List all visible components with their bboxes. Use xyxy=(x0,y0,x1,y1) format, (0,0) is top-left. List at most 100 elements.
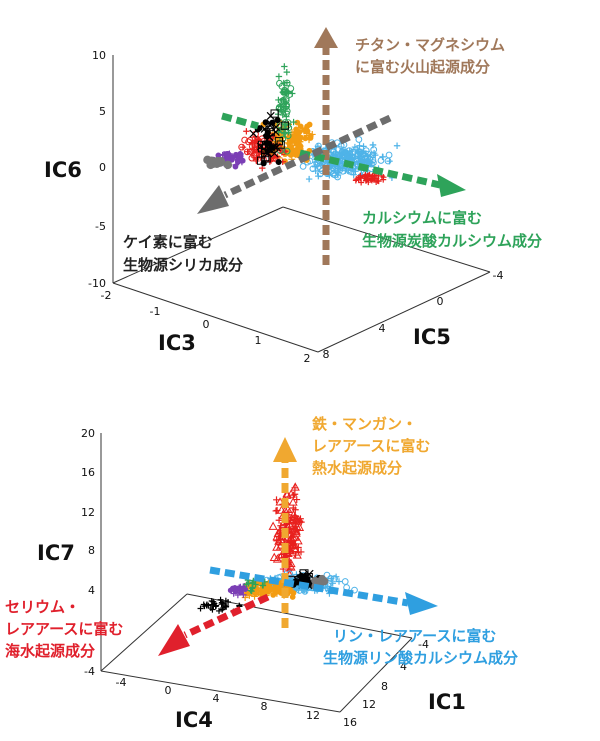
bottom-x-tick: -4 xyxy=(116,676,127,689)
scatter-point xyxy=(369,141,377,149)
scatter-point xyxy=(223,603,230,610)
bottom-y-ticks: -4 4 8 12 16 xyxy=(343,638,429,729)
bottom-y-tick: 4 xyxy=(400,660,407,673)
scatter-point xyxy=(285,129,292,136)
scatter-point xyxy=(349,154,357,162)
scatter-point xyxy=(203,601,210,608)
scatter-point xyxy=(249,129,258,138)
scatter-point xyxy=(230,590,237,597)
top-z-tick: 0 xyxy=(99,161,106,174)
scatter-point xyxy=(229,585,236,592)
scatter-point xyxy=(274,536,284,545)
scatter-point xyxy=(297,123,304,130)
scatter-point xyxy=(305,175,313,183)
top-y-tick: 4 xyxy=(379,322,386,335)
scatter-point xyxy=(211,157,221,167)
scatter-point xyxy=(215,152,222,159)
scatter-point xyxy=(367,160,375,168)
scatter-point xyxy=(270,154,277,161)
scatter-point xyxy=(289,90,296,97)
scatter-point xyxy=(299,163,307,170)
scatter-point xyxy=(249,585,256,592)
top-x-tick: 0 xyxy=(203,318,210,331)
top-component-arrows xyxy=(197,27,466,265)
scatter-point xyxy=(263,133,270,140)
scatter-point xyxy=(294,119,301,126)
bottom-x-axis-line xyxy=(100,670,341,713)
scatter-point xyxy=(272,589,279,596)
bottom-z-tick: -4 xyxy=(84,665,95,678)
scatter-point xyxy=(341,578,349,585)
top-y-tick: 0 xyxy=(437,295,444,308)
scatter-point xyxy=(290,590,297,596)
scatter-point xyxy=(268,521,278,530)
top-x-tick: -1 xyxy=(150,305,161,318)
scatter-point xyxy=(217,596,224,603)
scatter-point xyxy=(283,113,290,120)
scatter-point xyxy=(297,548,305,556)
bottom-label-hydrothermal: 鉄・マンガン・ レアアースに富む 熱水起源成分 xyxy=(312,415,436,477)
scatter-point xyxy=(282,125,289,132)
top-arrow-carbonate xyxy=(299,149,466,197)
scatter-point xyxy=(295,134,302,141)
scatter-point xyxy=(252,590,259,597)
scatter-point xyxy=(237,583,244,591)
scatter-point xyxy=(360,143,367,150)
scatter-point xyxy=(279,111,286,119)
scatter-point xyxy=(302,135,309,142)
scatter-point xyxy=(301,126,309,134)
scatter-point xyxy=(292,136,300,144)
scatter-point xyxy=(219,605,226,612)
scatter-point xyxy=(299,573,307,581)
scatter-point xyxy=(369,156,377,164)
scatter-point xyxy=(229,154,236,161)
scatter-point xyxy=(275,73,283,80)
scatter-point xyxy=(357,172,364,179)
scatter-point xyxy=(290,118,297,126)
scatter-point xyxy=(355,136,363,143)
scatter-point xyxy=(275,103,283,111)
top-label-carbonate: カルシウムに富む 生物源炭酸カルシウム成分 xyxy=(362,209,542,250)
bottom-z-axis-title: IC7 xyxy=(37,541,75,565)
scatter-point xyxy=(281,87,289,95)
scatter-point xyxy=(239,143,247,151)
scatter-point xyxy=(306,121,313,128)
scatter-point xyxy=(323,571,331,579)
scatter-point xyxy=(290,130,298,138)
bottom-arrow-seawater xyxy=(158,593,270,656)
top-label-volcanic: チタン・マグネシウム に富む火山起源成分 xyxy=(355,36,510,76)
scatter-point xyxy=(222,597,229,604)
scatter-point xyxy=(379,153,387,161)
scatter-point xyxy=(280,121,289,130)
scatter-point xyxy=(377,157,385,164)
scatter-point xyxy=(286,541,296,550)
top-arrow-volcanic xyxy=(314,27,338,265)
scatter-point xyxy=(331,575,338,582)
scatter-point xyxy=(286,533,296,542)
scatter-point xyxy=(286,562,296,571)
top-z-tick: 10 xyxy=(92,49,106,62)
scatter-point xyxy=(380,174,387,181)
top-x-tick: -2 xyxy=(101,289,112,302)
scatter-point xyxy=(288,497,298,506)
bottom-z-tick: 12 xyxy=(81,506,95,519)
scatter-point xyxy=(252,581,259,588)
bottom-y-tick: 8 xyxy=(381,680,388,693)
scatter-point xyxy=(367,176,374,183)
scatter-point xyxy=(285,520,295,529)
scatter-point xyxy=(275,554,283,562)
scatter-point xyxy=(243,128,250,135)
bottom-x-tick: 12 xyxy=(306,709,320,722)
scatter-point xyxy=(275,585,283,593)
scatter-point xyxy=(330,169,337,177)
top-x-ticks: -2 -1 0 1 2 xyxy=(101,289,311,365)
scatter-point xyxy=(345,147,353,155)
scatter-point xyxy=(260,160,267,167)
scatter-point xyxy=(224,156,231,162)
bottom-arrow-phosphate xyxy=(209,566,438,615)
scatter-point xyxy=(288,138,296,146)
scatter-point xyxy=(216,607,223,614)
scatter-point xyxy=(234,157,241,163)
scatter-point xyxy=(266,128,275,137)
scatter-point xyxy=(370,149,378,157)
